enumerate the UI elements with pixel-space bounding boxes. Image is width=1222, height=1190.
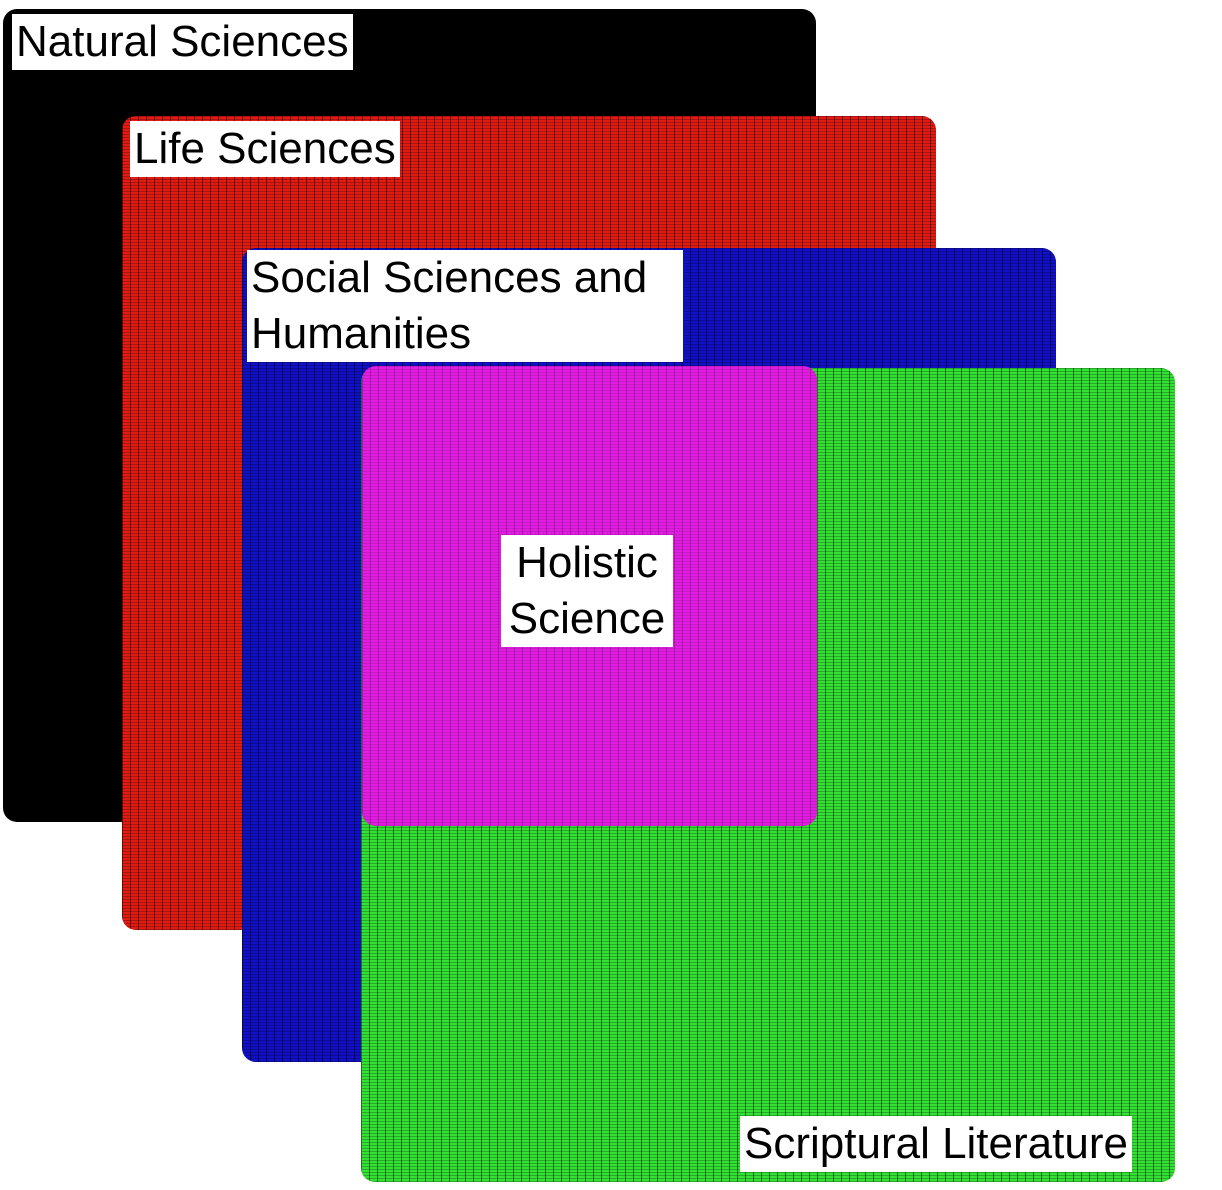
social-sciences-humanities-label: Social Sciences and Humanities	[247, 250, 683, 362]
life-sciences-label: Life Sciences	[130, 121, 400, 177]
holistic-science-region	[362, 366, 817, 826]
holistic-science-label: Holistic Science	[501, 535, 673, 647]
scriptural-literature-label: Scriptural Literature	[740, 1116, 1132, 1172]
natural-sciences-label: Natural Sciences	[12, 14, 353, 70]
